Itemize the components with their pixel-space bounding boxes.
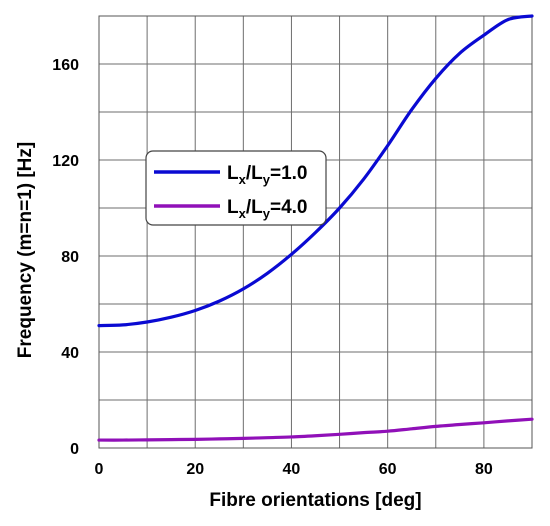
series-line-1 bbox=[97, 14, 534, 328]
x-axis-title: Fibre orientations [deg] bbox=[209, 490, 421, 511]
y-tick-label: 80 bbox=[61, 249, 79, 266]
legend-items: Lx/Ly=1.0 Lx/Ly=4.0 bbox=[154, 163, 307, 221]
x-tick-label: 20 bbox=[186, 461, 204, 478]
tick-labels: 0 20 40 60 80 0 40 80 120 160 bbox=[52, 57, 493, 478]
x-tick-label: 40 bbox=[283, 461, 301, 478]
x-tick-label: 0 bbox=[95, 461, 104, 478]
x-tick-label: 60 bbox=[379, 461, 397, 478]
y-tick-label: 120 bbox=[52, 153, 79, 170]
y-tick-label: 160 bbox=[52, 57, 79, 74]
y-tick-label: 40 bbox=[61, 345, 79, 362]
plot-frame bbox=[98, 15, 533, 449]
legend-label-1: Lx/Ly=1.0 bbox=[227, 163, 307, 187]
y-tick-label: 0 bbox=[70, 441, 79, 458]
legend: Lx/Ly=1.0 Lx/Ly=4.0 bbox=[145, 150, 327, 226]
series-layer bbox=[97, 14, 534, 442]
legend-label-2: Lx/Ly=4.0 bbox=[227, 197, 307, 221]
x-tick-label: 80 bbox=[475, 461, 493, 478]
series-line-2 bbox=[97, 417, 534, 442]
y-axis-title: Frequency (m=n=1) [Hz] bbox=[15, 142, 36, 358]
